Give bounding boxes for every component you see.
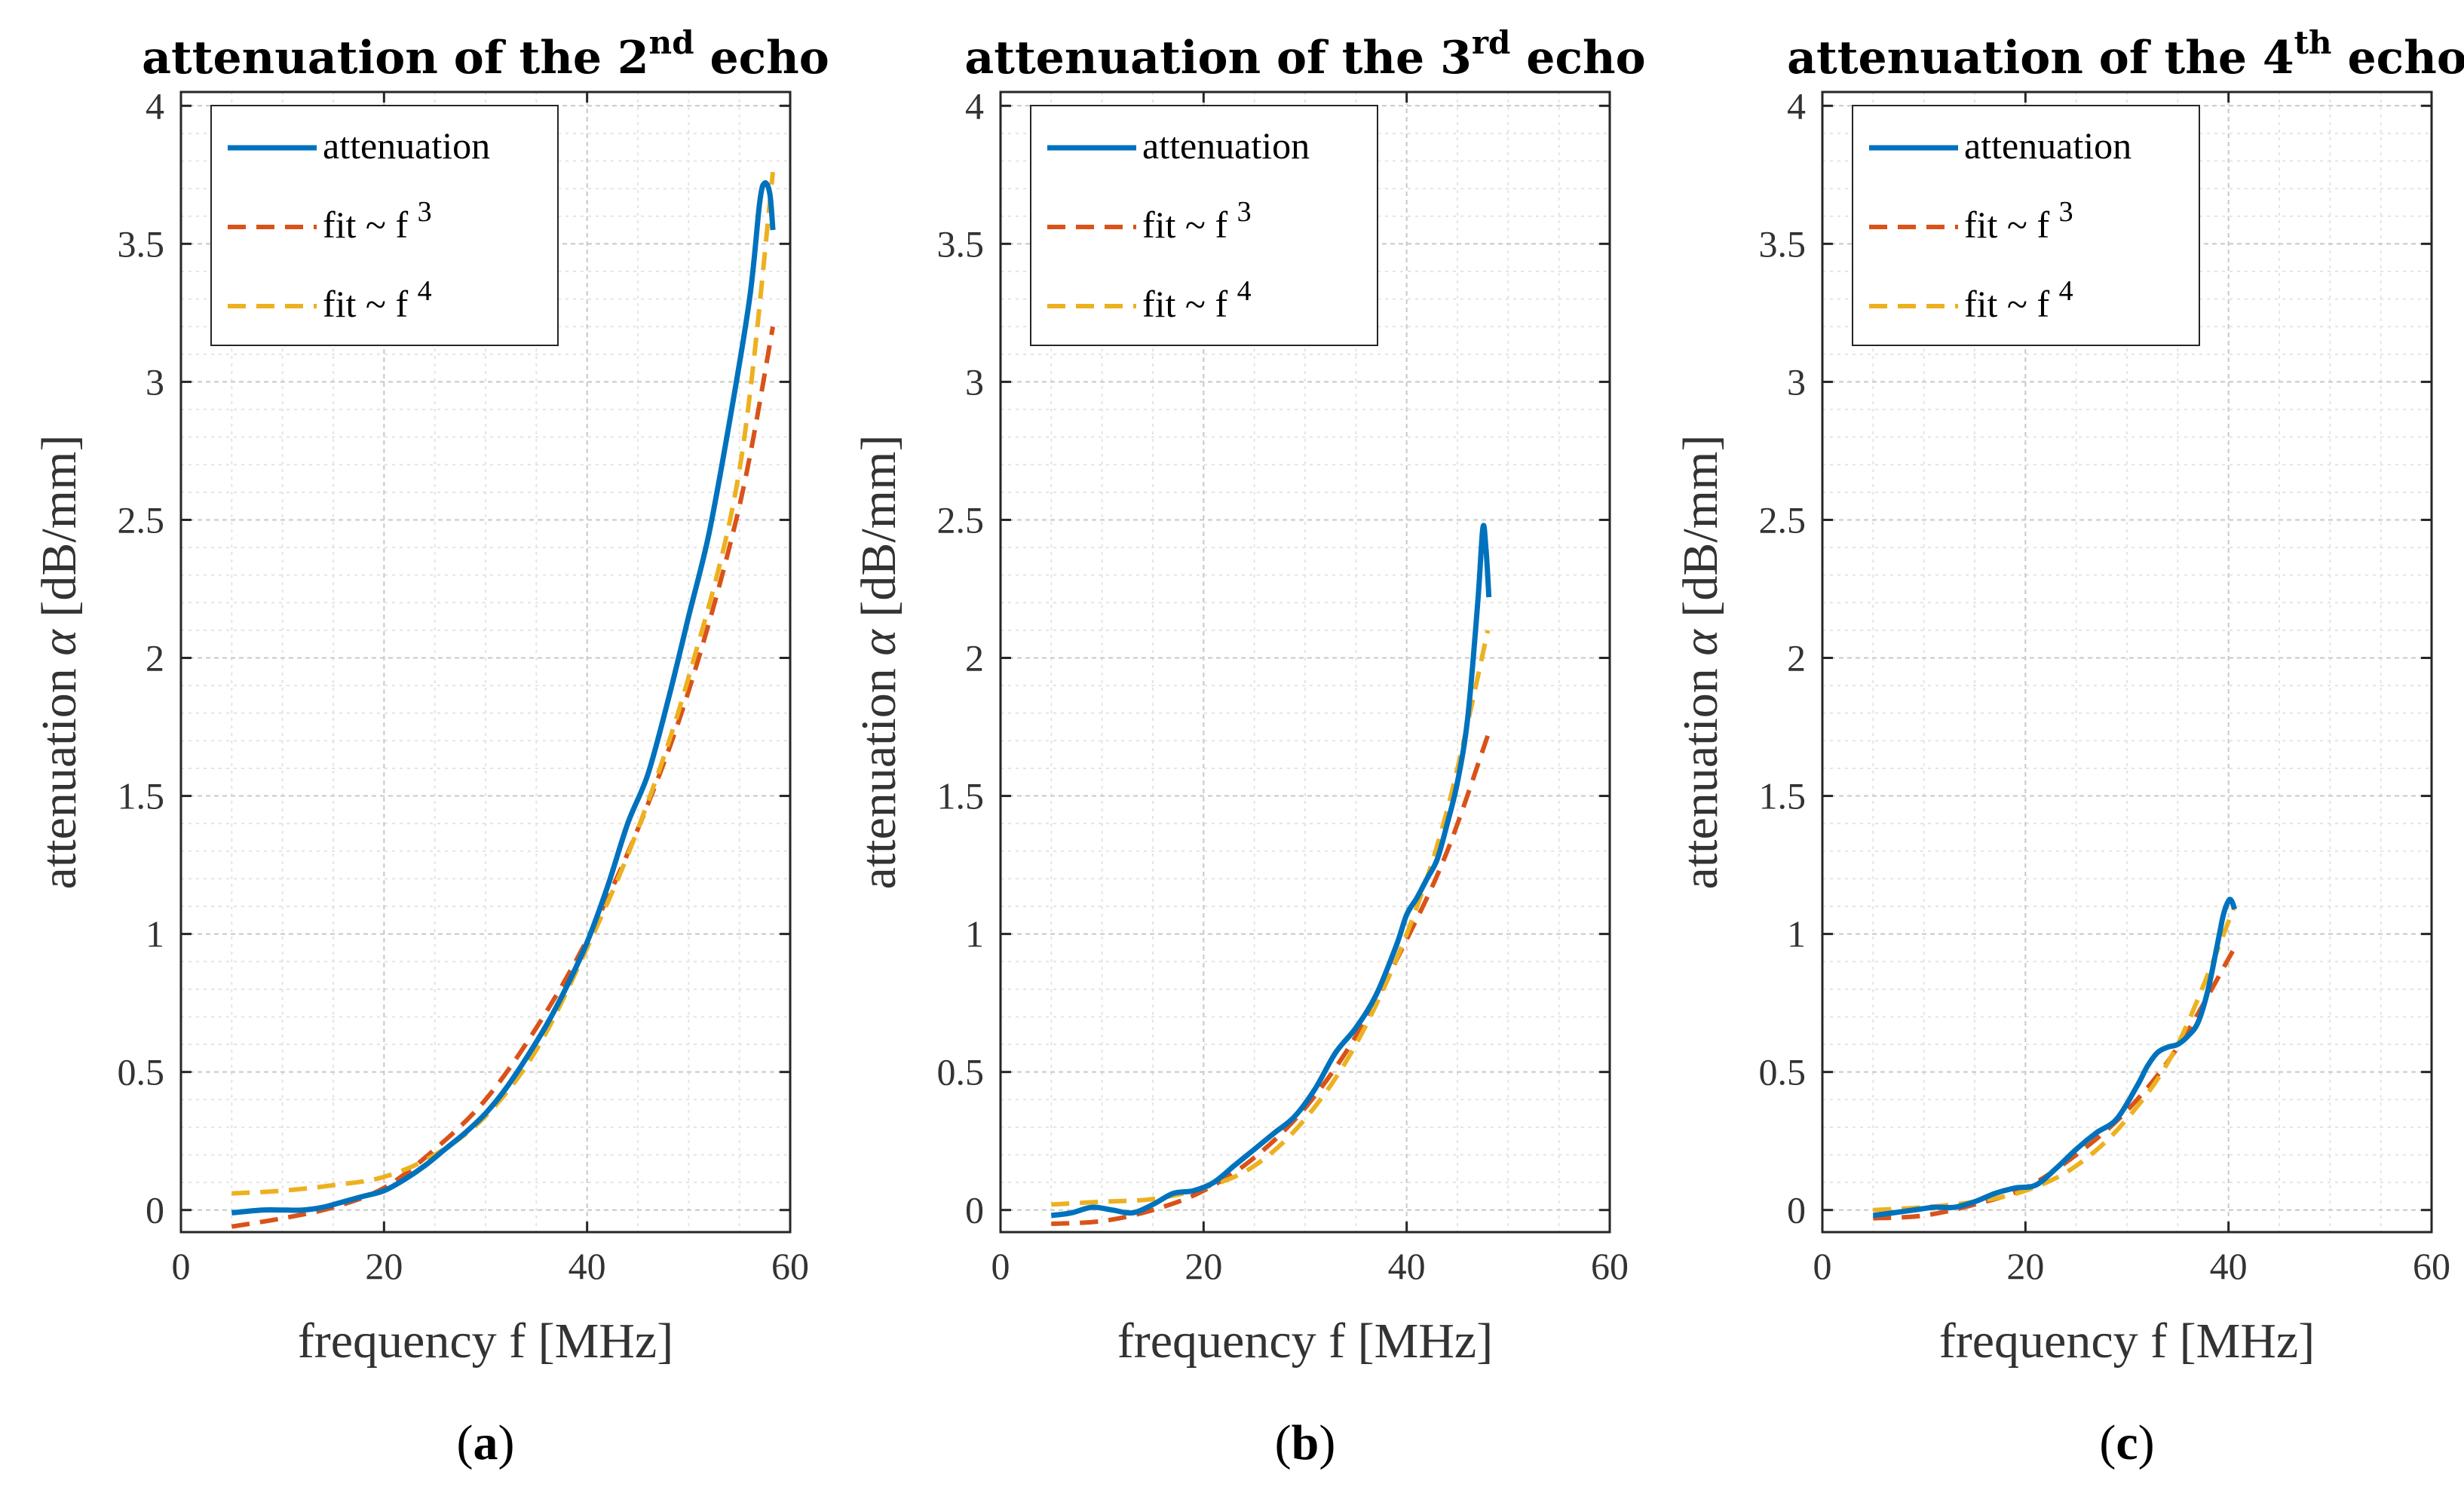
x-tick-label: 0 bbox=[991, 1245, 1010, 1287]
legend-label-exponent: 3 bbox=[2059, 196, 2073, 228]
panel-label-letter: b bbox=[1292, 1415, 1319, 1470]
x-axis-label: frequency f [MHz] bbox=[1939, 1314, 2315, 1369]
y-tick-label: 3 bbox=[1787, 360, 1806, 403]
series-line-attenuation bbox=[1050, 523, 1492, 1219]
series-line-fit-f4 bbox=[1051, 630, 1491, 1207]
y-tick-label: 2 bbox=[965, 637, 984, 679]
legend: attenuation fit ~ f 3 fit ~ f 4 bbox=[210, 105, 559, 346]
y-axis-label: attenuation α [dB/mm] bbox=[851, 435, 906, 890]
legend: attenuation fit ~ f 3 fit ~ f 4 bbox=[1030, 105, 1378, 346]
x-tick-label: 60 bbox=[1591, 1245, 1629, 1287]
panel-label: (c) bbox=[2099, 1415, 2154, 1470]
chart-panel-a: 0 20 40 60 0 0.5 1 1.5 2 2.5 3 3.5 4 attenuation fit ~… bbox=[32, 24, 829, 1470]
y-tick-label: 4 bbox=[965, 84, 984, 127]
x-tick-label: 20 bbox=[365, 1245, 403, 1287]
chart-title: attenuation of the 2nd echo bbox=[142, 24, 829, 84]
y-tick-label: 3 bbox=[965, 360, 984, 403]
axes-box bbox=[999, 90, 1611, 1234]
chart-title-suffix: echo bbox=[694, 32, 829, 84]
legend-label: fit ~ f 4 bbox=[1964, 275, 2073, 325]
y-tick-label: 0 bbox=[1787, 1189, 1806, 1231]
legend-label: attenuation bbox=[1964, 124, 2131, 167]
chart-title-superscript: nd bbox=[649, 24, 694, 61]
axes-box bbox=[179, 90, 792, 1234]
legend-label: fit ~ f 3 bbox=[323, 196, 432, 246]
legend-label-exponent: 3 bbox=[1237, 196, 1252, 228]
chart-title-superscript: rd bbox=[1472, 24, 1511, 61]
chart-title-superscript: th bbox=[2294, 24, 2332, 61]
y-axis-symbol: α bbox=[1673, 629, 1728, 656]
x-tick-label: 40 bbox=[1388, 1245, 1426, 1287]
series-line-attenuation bbox=[231, 179, 776, 1216]
y-tick-label: 1 bbox=[965, 913, 984, 955]
y-tick-label: 4 bbox=[146, 84, 164, 127]
y-tick-label: 3.5 bbox=[937, 222, 985, 265]
y-tick-label: 4 bbox=[1787, 84, 1806, 127]
y-tick-label: 2.5 bbox=[118, 498, 165, 541]
legend-label-exponent: 4 bbox=[2059, 275, 2073, 307]
y-tick-label: 2 bbox=[1787, 637, 1806, 679]
panel-label-letter: a bbox=[473, 1415, 498, 1470]
y-tick-label: 3.5 bbox=[118, 222, 165, 265]
legend-label-exponent: 4 bbox=[418, 275, 432, 307]
y-tick-label: 0.5 bbox=[1759, 1051, 1807, 1093]
chart-title: attenuation of the 3rd echo bbox=[964, 24, 1645, 84]
legend-label: fit ~ f 3 bbox=[1964, 196, 2073, 246]
chart-title-suffix: echo bbox=[1510, 32, 1645, 84]
y-axis-symbol: α bbox=[851, 629, 906, 656]
x-tick-label: 0 bbox=[172, 1245, 191, 1287]
y-tick-label: 3.5 bbox=[1759, 222, 1807, 265]
y-tick-label: 2.5 bbox=[1759, 498, 1807, 541]
y-tick-label: 2 bbox=[146, 637, 164, 679]
y-tick-label: 1 bbox=[1787, 913, 1806, 955]
x-tick-label: 20 bbox=[1184, 1245, 1222, 1287]
chart-panel-c: 0 20 40 60 0 0.5 1 1.5 2 2.5 3 3.5 4 attenuation fit ~… bbox=[1673, 24, 2464, 1470]
legend: attenuation fit ~ f 3 fit ~ f 4 bbox=[1852, 105, 2200, 346]
series-line-fit-f3 bbox=[1873, 946, 2237, 1221]
y-tick-label: 1.5 bbox=[1759, 775, 1807, 817]
axes-box bbox=[1821, 90, 2433, 1234]
legend-label: fit ~ f 4 bbox=[1142, 275, 1252, 325]
y-axis-symbol: α bbox=[32, 629, 87, 656]
chart-title-suffix: echo bbox=[2332, 32, 2464, 84]
panel-label: (a) bbox=[457, 1415, 515, 1470]
x-axis-label: frequency f [MHz] bbox=[1117, 1314, 1493, 1369]
legend-label: fit ~ f 3 bbox=[1142, 196, 1252, 246]
chart-panel-b: 0 20 40 60 0 0.5 1 1.5 2 2.5 3 3.5 4 attenuation fit ~… bbox=[851, 24, 1646, 1470]
series-line-attenuation bbox=[1872, 897, 2238, 1219]
y-tick-label: 1.5 bbox=[937, 775, 985, 817]
legend-label-exponent: 3 bbox=[418, 196, 432, 228]
chart-title: attenuation of the 4th echo bbox=[1787, 24, 2464, 84]
x-tick-label: 40 bbox=[568, 1245, 606, 1287]
y-tick-label: 1 bbox=[146, 913, 164, 955]
x-tick-label: 60 bbox=[771, 1245, 809, 1287]
x-tick-label: 60 bbox=[2413, 1245, 2450, 1287]
y-tick-label: 0 bbox=[146, 1189, 164, 1231]
y-axis-label: attenuation α [dB/mm] bbox=[1673, 435, 1728, 890]
legend-label: fit ~ f 4 bbox=[323, 275, 432, 325]
legend-label: attenuation bbox=[1142, 124, 1310, 167]
y-tick-label: 2.5 bbox=[937, 498, 985, 541]
y-tick-label: 0.5 bbox=[118, 1051, 165, 1093]
y-tick-label: 0 bbox=[965, 1189, 984, 1231]
x-tick-label: 40 bbox=[2210, 1245, 2248, 1287]
x-tick-label: 20 bbox=[2006, 1245, 2044, 1287]
y-tick-label: 1.5 bbox=[118, 775, 165, 817]
panel-label-letter: c bbox=[2116, 1415, 2138, 1470]
legend-label-exponent: 4 bbox=[1237, 275, 1252, 307]
x-tick-label: 0 bbox=[1813, 1245, 1832, 1287]
legend-label: attenuation bbox=[323, 124, 490, 167]
y-axis-label: attenuation α [dB/mm] bbox=[32, 435, 87, 890]
y-tick-label: 3 bbox=[146, 360, 164, 403]
x-axis-label: frequency f [MHz] bbox=[298, 1314, 673, 1369]
panel-label: (b) bbox=[1275, 1415, 1336, 1470]
y-tick-label: 0.5 bbox=[937, 1051, 985, 1093]
